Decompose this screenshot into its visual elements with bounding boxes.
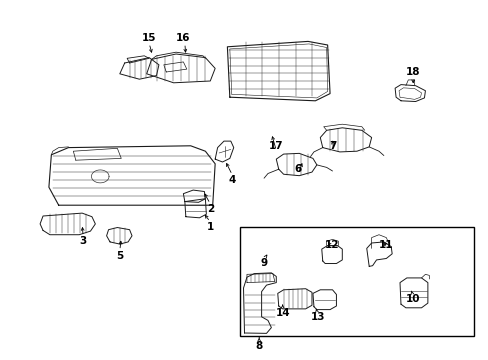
Text: 8: 8 <box>255 341 262 351</box>
Text: 17: 17 <box>268 141 283 151</box>
Text: 18: 18 <box>405 67 420 77</box>
Text: 3: 3 <box>80 236 86 246</box>
Text: 5: 5 <box>116 251 123 261</box>
Text: 4: 4 <box>228 175 236 185</box>
Text: 11: 11 <box>378 240 393 250</box>
Bar <box>239 227 473 336</box>
Text: 10: 10 <box>405 294 420 304</box>
Text: 15: 15 <box>142 33 156 43</box>
Text: 1: 1 <box>206 222 213 232</box>
Text: 2: 2 <box>206 204 213 214</box>
Text: 13: 13 <box>310 312 325 322</box>
Text: 12: 12 <box>325 240 339 250</box>
Text: 16: 16 <box>176 33 190 43</box>
Text: 9: 9 <box>260 258 267 268</box>
Text: 14: 14 <box>276 308 290 318</box>
Text: 6: 6 <box>294 164 301 174</box>
Text: 7: 7 <box>328 141 336 151</box>
